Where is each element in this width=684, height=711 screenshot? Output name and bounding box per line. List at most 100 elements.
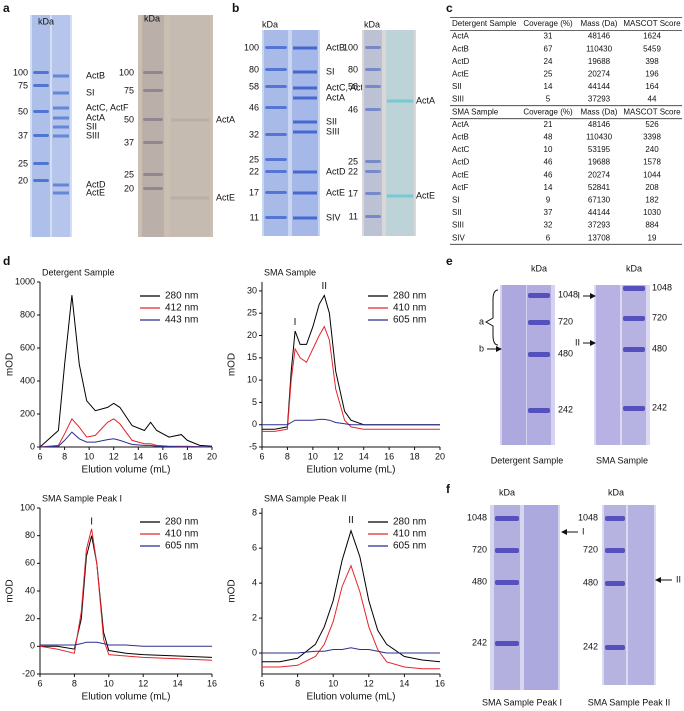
gel: [138, 15, 213, 237]
gel-lane: [32, 15, 50, 237]
marker-label: 100: [343, 42, 358, 52]
kda-label: kDa: [262, 19, 278, 29]
x-tick-label: 10: [328, 678, 338, 688]
x-axis-label: Elution volume (mL): [82, 465, 171, 476]
marker-band: [365, 215, 381, 218]
gel-lane: [364, 30, 382, 236]
gel-lane: [494, 505, 520, 690]
x-tick-label: 6: [37, 451, 42, 461]
band-label: SII: [86, 121, 97, 131]
marker-band: [528, 293, 550, 298]
peak-annotation: II: [322, 281, 328, 292]
gel: [362, 30, 416, 236]
table-cell: ActD: [452, 158, 470, 167]
marker-label: 17: [249, 187, 259, 197]
x-tick-label: 16: [435, 678, 445, 688]
table-cell: ActD: [452, 57, 470, 66]
legend-label: 410 nm: [393, 303, 426, 314]
marker-label: 22: [348, 166, 358, 176]
marker-label: 480: [652, 343, 667, 353]
protein-band: [293, 170, 317, 174]
x-tick-label: 18: [182, 451, 192, 461]
series-line: [39, 295, 213, 448]
y-tick-label: 0: [252, 419, 257, 429]
marker-band: [623, 347, 645, 352]
marker-band: [33, 84, 49, 87]
y-tick-label: 0: [252, 647, 257, 657]
x-tick-label: 12: [109, 451, 119, 461]
panel-letter: c: [446, 1, 453, 15]
peak-annotation: I: [294, 317, 297, 328]
protein-band: [293, 191, 317, 195]
y-tick-label: 8: [252, 508, 257, 518]
marker-label: 242: [583, 641, 598, 651]
band-label: SIII: [326, 126, 340, 136]
x-axis-label: Elution volume (mL): [307, 692, 396, 703]
band-label: ActE: [326, 187, 345, 197]
table-cell: 398: [645, 57, 659, 66]
marker-band: [265, 191, 287, 194]
marker-label: 50: [124, 114, 134, 124]
table-cell: 67130: [588, 196, 611, 205]
marker-label: 25: [348, 156, 358, 166]
gel-lane: [386, 30, 414, 236]
bracket: [484, 289, 499, 346]
band-label: ActA: [216, 114, 235, 124]
marker-band: [33, 179, 49, 182]
marker-band: [143, 173, 163, 176]
table-cell: 52841: [588, 183, 611, 192]
x-tick-label: 6: [37, 678, 42, 688]
marker-band: [265, 216, 287, 219]
marker-label: 720: [583, 544, 598, 554]
marker-band: [143, 118, 163, 121]
y-tick-label: 400: [20, 375, 35, 385]
table-cell: 14: [544, 82, 553, 91]
marker-label: 25: [124, 169, 134, 179]
table-cell: 46: [544, 158, 553, 167]
marker-band: [265, 133, 287, 136]
marker-band: [33, 134, 49, 137]
band-label: ActE: [86, 187, 105, 197]
gel-caption: SMA Sample Peak II: [588, 697, 671, 707]
x-tick-label: 6: [259, 678, 264, 688]
y-tick-label: -20: [22, 668, 35, 678]
x-tick-label: 8: [295, 678, 300, 688]
table-cell: 196: [645, 70, 659, 79]
table-cell: 19688: [588, 57, 611, 66]
marker-band: [528, 320, 550, 325]
table-cell: 21: [544, 120, 553, 129]
protein-band: [387, 194, 413, 198]
marker-label: 25: [249, 154, 259, 164]
x-tick-label: 12: [333, 451, 343, 461]
x-tick-label: 10: [104, 678, 114, 688]
table-cell: 48146: [588, 32, 611, 41]
panel-letter: e: [446, 254, 453, 268]
chart-title: SMA Sample Peak II: [264, 493, 347, 503]
marker-label: 25: [18, 158, 28, 168]
x-tick-label: 20: [207, 451, 217, 461]
table-header: Mass (Da): [581, 107, 618, 116]
marker-band: [623, 286, 645, 291]
table-header: Coverage (%): [523, 107, 573, 116]
marker-band: [528, 408, 550, 413]
table-header: Mass (Da): [581, 19, 618, 28]
marker-band: [33, 110, 49, 113]
marker-band: [33, 71, 49, 74]
marker-label: 100: [119, 67, 134, 77]
band-label: ActA: [86, 112, 105, 122]
table-cell: 48146: [588, 120, 611, 129]
table-cell: ActB: [452, 44, 469, 53]
marker-label: 100: [13, 67, 28, 77]
kda-label: kDa: [144, 13, 160, 23]
table-cell: ActE: [452, 170, 469, 179]
band-label: ActA: [326, 92, 345, 102]
table-cell: 1624: [643, 32, 661, 41]
marker-band: [365, 85, 381, 88]
protein-band: [293, 120, 317, 124]
marker-label: 20: [124, 183, 134, 193]
marker-band: [623, 406, 645, 411]
marker-label: 50: [18, 106, 28, 116]
band-label: ActD: [326, 166, 346, 176]
marker-label: 22: [249, 166, 259, 176]
